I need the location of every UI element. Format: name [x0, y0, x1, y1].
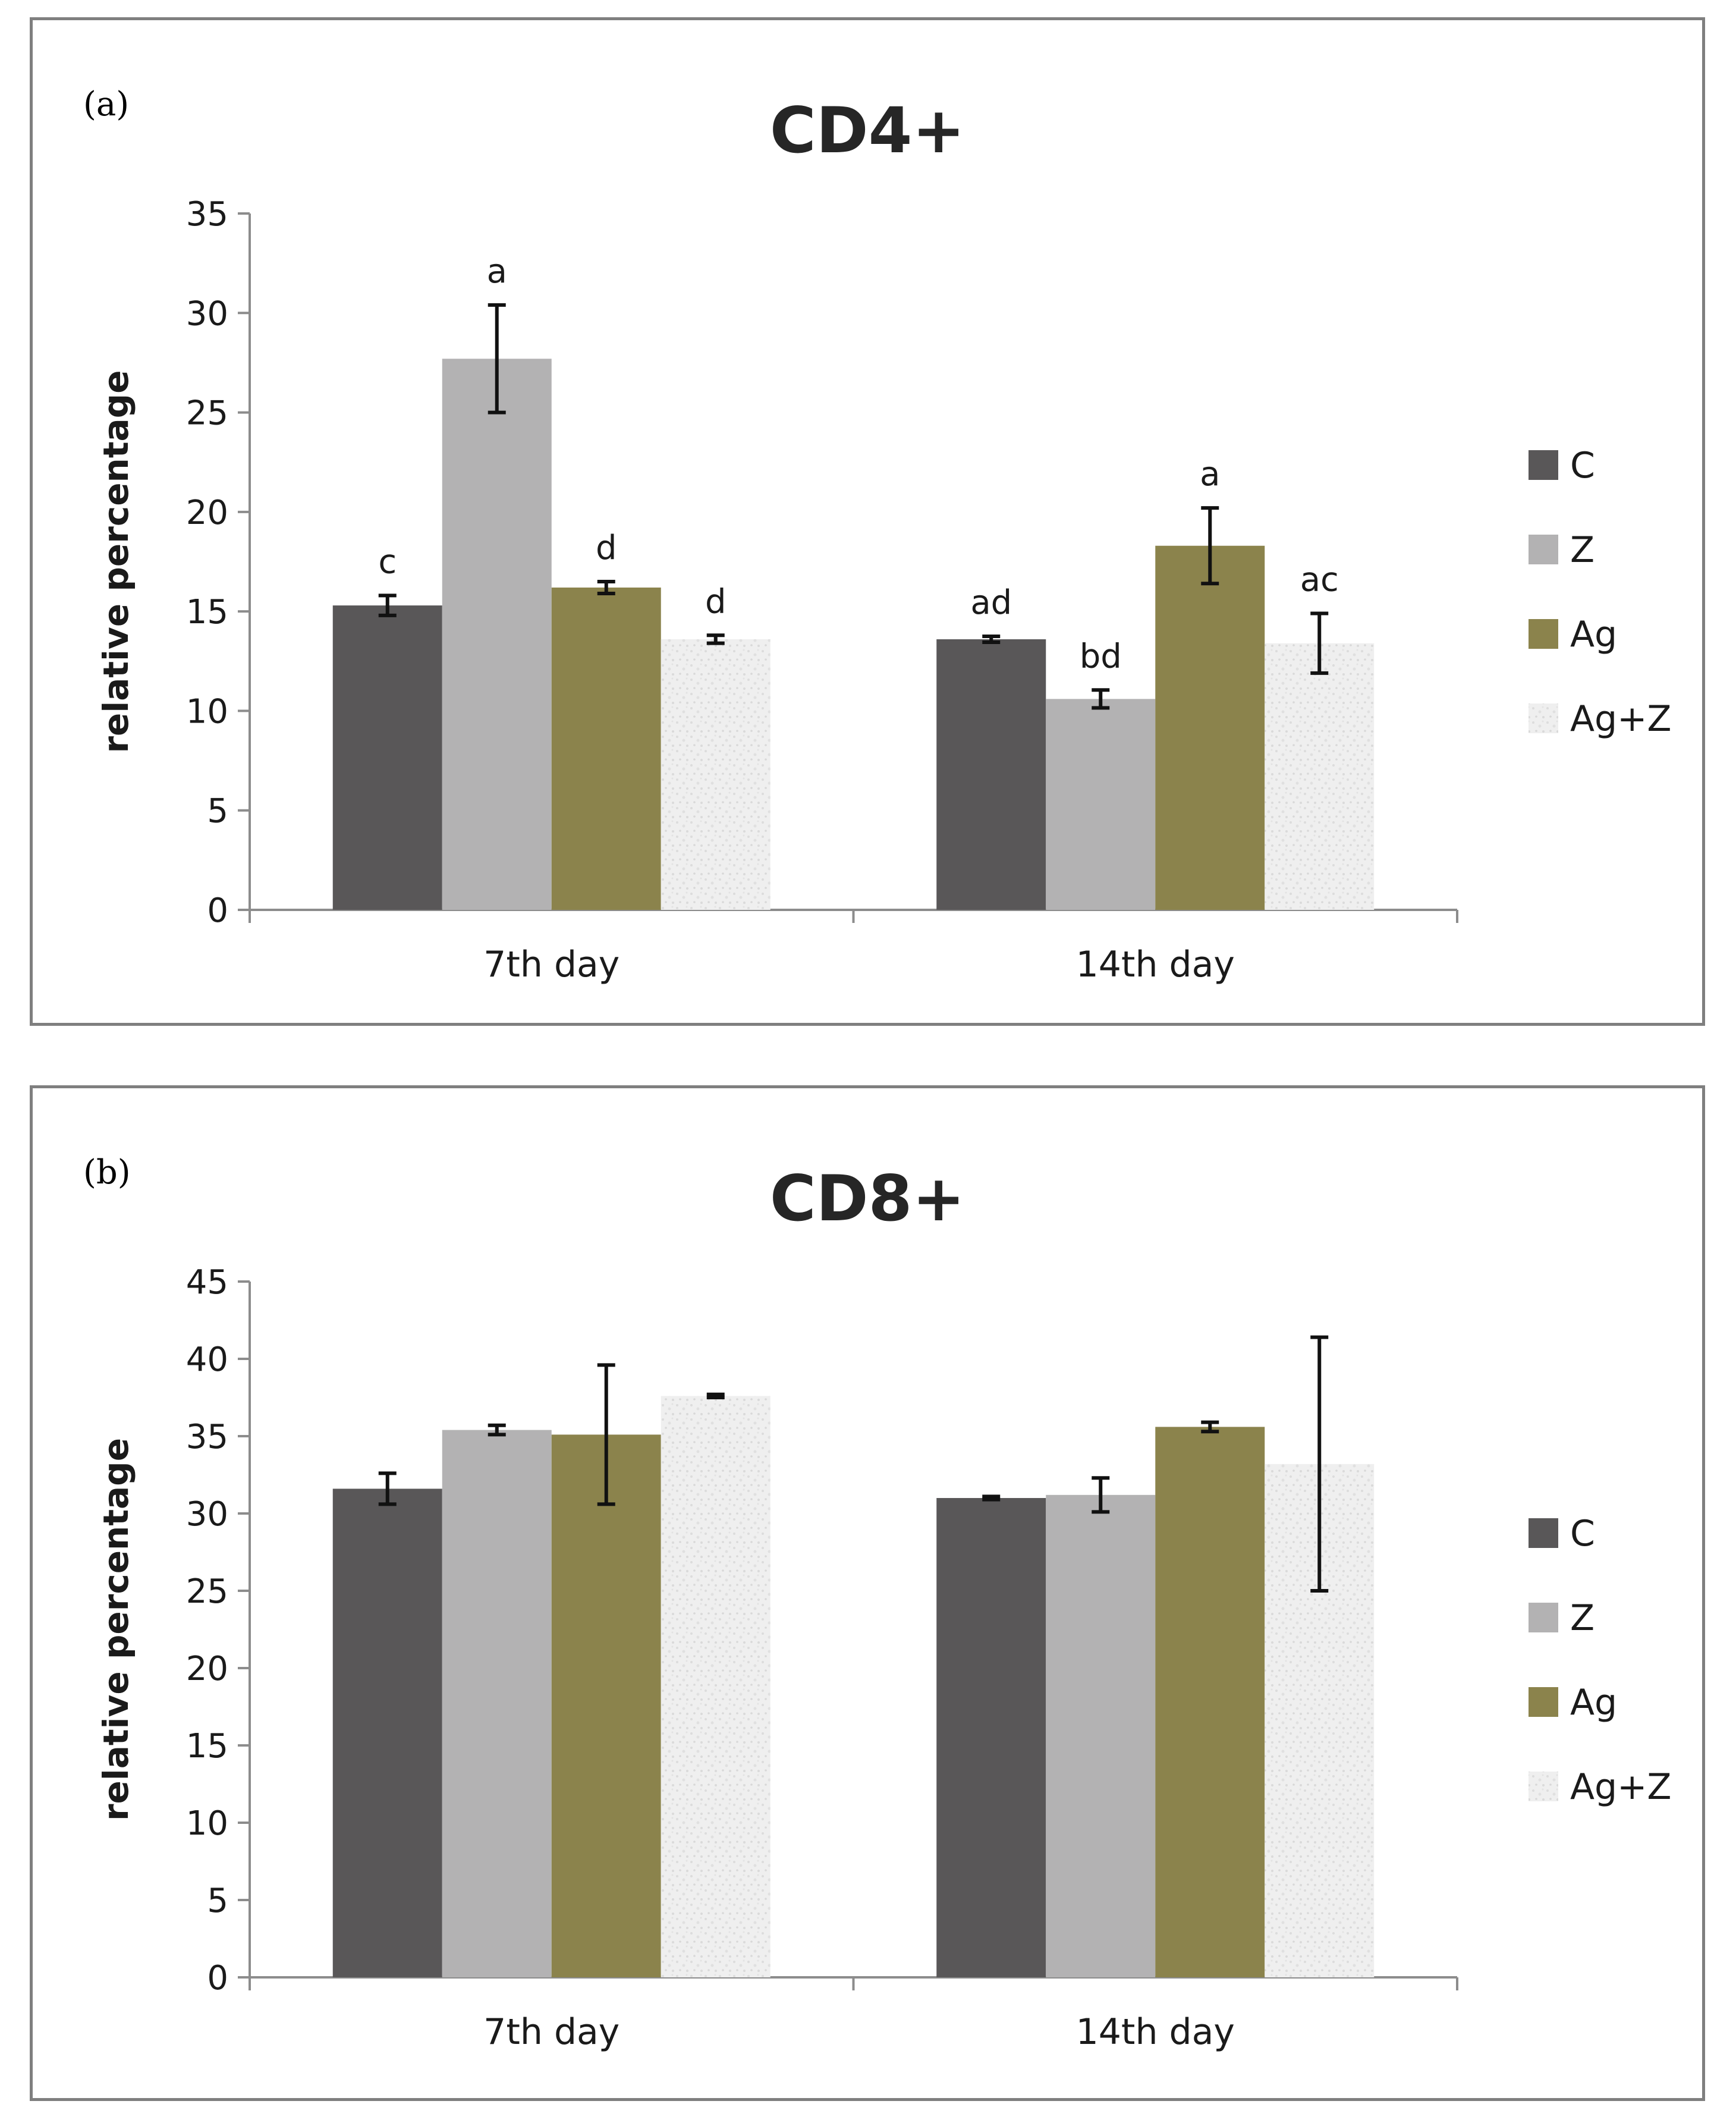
cd8-y-tick-label: 45 [186, 1263, 228, 1302]
cd8-y-tick-label: 0 [207, 1959, 228, 1998]
cd4-bar-agplusz [661, 639, 770, 910]
cd4-y-tick-label: 25 [186, 394, 228, 433]
cd8-y-tick-label: 25 [186, 1572, 228, 1611]
cd4-significance-label: bd [1080, 637, 1122, 676]
cd8-category-label: 7th day [483, 2011, 619, 2053]
cd4-y-tick-label: 20 [186, 494, 228, 532]
cd4-significance-label: c [378, 542, 397, 581]
cd4-legend-swatch-c [1529, 450, 1558, 480]
cd4-y-tick-label: 35 [186, 195, 228, 234]
cd4-legend-swatch-z [1529, 535, 1558, 564]
cd8-y-tick-label: 5 [207, 1882, 228, 1920]
cd4-category-label: 14th day [1076, 944, 1235, 985]
cd4-bar-ag [1155, 545, 1265, 910]
cd4-significance-label: a [487, 252, 507, 291]
cd8-bar-ag [1155, 1427, 1265, 1977]
cd4-legend-swatch-agplusz [1529, 704, 1558, 733]
cd4-y-tick-label: 5 [207, 792, 228, 831]
cd8-y-tick-label: 30 [186, 1495, 228, 1534]
cd8-legend-swatch-agplusz [1529, 1772, 1558, 1801]
cd8-category-label: 14th day [1076, 2011, 1235, 2053]
cd4-significance-label: ac [1300, 560, 1339, 599]
cd8-y-tick-label: 40 [186, 1340, 228, 1379]
cd4-bar-z [442, 359, 552, 910]
cd4-panel-label: (a) [83, 85, 129, 124]
cd4-significance-label: d [596, 529, 617, 567]
chart-panel-cd4: (a) CD4+ 0 5 10 15 20 25 30 35 relative percentage… [30, 17, 1705, 1026]
cd8-y-tick-label: 20 [186, 1650, 228, 1688]
cd4-bar-c [936, 639, 1046, 910]
cd4-significance-label: ad [970, 583, 1012, 622]
cd8-y-tick-label: 35 [186, 1418, 228, 1456]
cd8-legend-swatch-ag [1529, 1687, 1558, 1717]
cd8-bar-c [936, 1498, 1046, 1977]
cd8-legend-swatch-z [1529, 1603, 1558, 1632]
cd4-y-tick-label: 30 [186, 294, 228, 333]
cd4-significance-label: d [705, 582, 727, 621]
cd4-bar-c [332, 605, 442, 910]
cd8-y-tick-label: 10 [186, 1804, 228, 1843]
cd4-y-tick-label: 10 [186, 692, 228, 731]
cd8-chart-svg: (b) CD8+ 0 5 10 15 20 25 30 35 40 45 relative percen… [83, 1153, 1672, 2053]
cd4-legend-label: Z [1570, 529, 1595, 571]
cd8-y-tick-label: 15 [186, 1727, 228, 1766]
cd8-legend-label: Ag+Z [1570, 1766, 1672, 1808]
cd4-bar-z [1046, 699, 1156, 910]
cd8-bar-agplusz [661, 1396, 770, 1977]
cd4-y-axis-title: relative percentage [96, 370, 136, 753]
cd8-bar-z [442, 1430, 552, 1977]
cd4-bar-agplusz [1265, 643, 1375, 910]
cd8-legend-label: Ag [1570, 1682, 1617, 1723]
cd4-legend-label: Ag+Z [1570, 698, 1672, 740]
cd8-bar-z [1046, 1494, 1156, 1977]
cd8-bar-c [332, 1488, 442, 1977]
cd8-chart-title: CD8+ [770, 1162, 965, 1235]
cd4-category-label: 7th day [483, 944, 619, 985]
chart-panel-cd8: (b) CD8+ 0 5 10 15 20 25 30 35 40 45 relative percen… [30, 1085, 1705, 2101]
cd8-y-axis-title: relative percentage [96, 1438, 136, 1821]
cd8-legend-label: C [1570, 1513, 1595, 1555]
cd4-legend-label: C [1570, 445, 1595, 486]
cd4-legend-swatch-ag [1529, 619, 1558, 649]
cd8-bar-ag [551, 1434, 661, 1977]
cd8-legend-swatch-c [1529, 1518, 1558, 1548]
cd4-chart-title: CD4+ [770, 94, 965, 167]
cd4-y-tick-label: 0 [207, 891, 228, 930]
cd4-legend-label: Ag [1570, 614, 1617, 655]
cd4-chart-svg: (a) CD4+ 0 5 10 15 20 25 30 35 relative percentage… [83, 85, 1672, 985]
cd4-bar-ag [551, 587, 661, 910]
cd8-panel-label: (b) [83, 1153, 131, 1192]
cd8-legend-label: Z [1570, 1597, 1595, 1639]
cd4-significance-label: a [1200, 455, 1220, 494]
cd4-y-tick-label: 15 [186, 593, 228, 632]
